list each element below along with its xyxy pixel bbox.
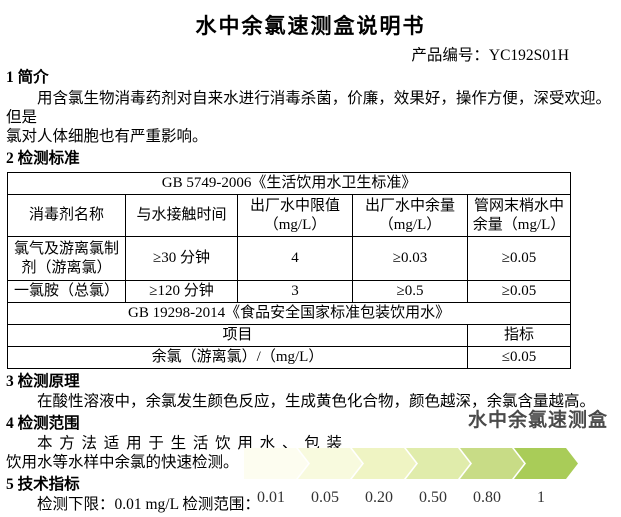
table-cell: 余氯（游离氯）/（mg/L） bbox=[7, 346, 468, 369]
paragraph-line: 0-1 mg/L bbox=[6, 514, 354, 517]
section-1-heading: 1 简介 bbox=[6, 69, 49, 86]
table-row: 项目 指标 bbox=[7, 324, 572, 347]
table-cell: 3 bbox=[237, 280, 353, 303]
section-2-heading: 2 检测标准 bbox=[6, 150, 80, 167]
column-header: 与水接触时间 bbox=[125, 194, 238, 237]
paragraph-line: 氯对人体细胞也有严重影响。 bbox=[6, 128, 208, 145]
color-scale-labels: 0.01 0.05 0.20 0.50 0.80 1 bbox=[244, 489, 578, 507]
color-chart-title: 水中余氯速测盒 bbox=[467, 410, 608, 431]
column-header: 项目 bbox=[7, 324, 468, 347]
paragraph-line: 在酸性溶液中，余氯发生颜色反应，生成黄色化合物，颜色越深，余氯含量越高。 bbox=[37, 393, 596, 410]
standards-table: GB 5749-2006《生活饮用水卫生标准》 消毒剂名称 与水接触时间 出厂水… bbox=[6, 172, 572, 369]
table-row: 氯气及游离氯制剂（游离氯） ≥30 分钟 4 ≥0.03 ≥0.05 bbox=[7, 236, 572, 281]
table-cell: 一氯胺（总氯） bbox=[7, 280, 126, 303]
column-header: 出厂水中余量（mg/L） bbox=[352, 194, 468, 237]
scale-value: 1 bbox=[537, 489, 545, 506]
section-3-paragraph: 在酸性溶液中，余氯发生颜色反应，生成黄色化合物，颜色越深，余氯含量越高。 bbox=[6, 392, 611, 411]
color-scale-bar bbox=[244, 448, 580, 479]
table-cell: ≥30 分钟 bbox=[125, 236, 238, 281]
scale-value: 0.50 bbox=[419, 489, 447, 506]
section-3-heading: 3 检测原理 bbox=[6, 373, 80, 390]
scale-value: 0.80 bbox=[473, 489, 501, 506]
scale-value: 0.01 bbox=[257, 489, 285, 506]
section-4-heading: 4 检测范围 bbox=[6, 415, 80, 432]
table-cell: 氯气及游离氯制剂（游离氯） bbox=[7, 236, 126, 281]
column-header: 指标 bbox=[466, 324, 572, 347]
page-title: 水中余氯速测盒说明书 bbox=[195, 14, 426, 38]
section-5-heading: 5 技术指标 bbox=[6, 476, 80, 493]
column-header: 出厂水中限值（mg/L） bbox=[237, 194, 353, 237]
column-header: 消毒剂名称 bbox=[7, 194, 126, 237]
table-row: 余氯（游离氯）/（mg/L） ≤0.05 bbox=[7, 346, 572, 369]
table-cell: ≤0.05 bbox=[466, 346, 572, 369]
paragraph-line: 本方法适用于生活饮用水、包装 bbox=[37, 435, 342, 452]
chevron-segment-icon bbox=[244, 448, 308, 479]
table-row: GB 5749-2006《生活饮用水卫生标准》 bbox=[6, 172, 572, 195]
table-header-row: 消毒剂名称 与水接触时间 出厂水中限值（mg/L） 出厂水中余量（mg/L） 管… bbox=[7, 194, 572, 237]
table-cell: ≥0.05 bbox=[466, 236, 572, 281]
standard-2-title: GB 19298-2014《食品安全国家标准包装饮用水》 bbox=[6, 302, 572, 325]
table-cell: ≥120 分钟 bbox=[125, 280, 238, 303]
standard-1-title: GB 5749-2006《生活饮用水卫生标准》 bbox=[6, 172, 572, 195]
scale-value: 0.20 bbox=[365, 489, 393, 506]
paragraph-line: 检测下限：0.01 mg/L 检测范围： bbox=[37, 496, 260, 513]
table-row: 一氯胺（总氯） ≥120 分钟 3 ≥0.5 ≥0.05 bbox=[7, 280, 572, 303]
table-row: GB 19298-2014《食品安全国家标准包装饮用水》 bbox=[6, 302, 572, 325]
table-cell: ≥0.05 bbox=[466, 280, 572, 303]
product-code: 产品编号：YC192S01H bbox=[411, 47, 569, 64]
paragraph-line: 用含氯生物消毒药剂对自来水进行消毒杀菌，价廉，效果好，操作方便，深受欢迎。但是 bbox=[6, 90, 611, 126]
section-1-paragraph: 用含氯生物消毒药剂对自来水进行消毒杀菌，价廉，效果好，操作方便，深受欢迎。但是 … bbox=[6, 89, 611, 146]
table-cell: ≥0.03 bbox=[352, 236, 468, 281]
table-cell: 4 bbox=[237, 236, 353, 281]
paragraph-line: 饮用水等水样中余氯的快速检测。 bbox=[6, 454, 239, 471]
scale-value: 0.05 bbox=[311, 489, 339, 506]
table-cell: ≥0.5 bbox=[352, 280, 468, 303]
section-4-paragraph: 本方法适用于生活饮用水、包装 饮用水等水样中余氯的快速检测。 bbox=[6, 434, 354, 472]
section-5-paragraph: 检测下限：0.01 mg/L 检测范围： 0-1 mg/L bbox=[6, 495, 354, 517]
column-header: 管网末梢水中余量（mg/L） bbox=[466, 194, 572, 237]
